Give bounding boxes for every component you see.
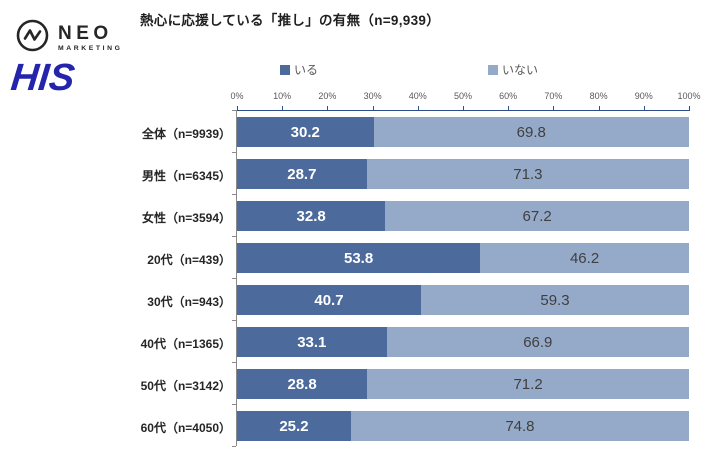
y-axis-line: [236, 110, 237, 446]
bar-value-label: 46.2: [569, 249, 600, 267]
bar-value-label: 40.7: [314, 291, 344, 309]
bar-segment-inai: 46.2: [480, 243, 689, 273]
bar-segment-inai: 67.2: [385, 201, 689, 231]
his-logo: HIS: [8, 57, 77, 99]
x-axis-tick-label: 20%: [318, 91, 337, 101]
y-axis-tick-mark: [232, 362, 236, 363]
x-axis-tick-label: 50%: [453, 91, 472, 101]
x-axis-tick-label: 60%: [499, 91, 518, 101]
y-axis-tick-mark: [232, 236, 236, 237]
bar-row: 32.8 67.2: [237, 201, 689, 231]
neo-marketing-logo: NEO MARKETING: [14, 17, 123, 59]
y-axis-tick-mark: [232, 320, 236, 321]
x-axis-tick-label: 70%: [544, 91, 563, 101]
x-axis-tick-label: 90%: [634, 91, 653, 101]
legend-swatch-iru: [280, 64, 290, 75]
legend-swatch-inai: [488, 64, 498, 75]
neo-logo-name: NEO: [58, 22, 113, 44]
bar-segment-iru: 32.8: [237, 201, 386, 231]
bar-segment-iru: 30.2: [237, 117, 374, 147]
bar-segment-iru: 25.2: [237, 411, 351, 441]
x-axis-line: [237, 110, 690, 111]
x-axis-tick-label: 30%: [363, 91, 382, 101]
bar-row: 53.8 46.2: [237, 243, 689, 273]
neo-logo-subtext: MARKETING: [58, 44, 123, 52]
category-label: 女性（n=3594）: [141, 211, 231, 225]
bar-value-label: 71.2: [513, 375, 543, 393]
x-axis-tick-label: 10%: [273, 91, 292, 101]
y-axis-tick-mark: [232, 278, 236, 279]
bar-segment-iru: 33.1: [237, 327, 387, 357]
bar-segment-inai: 71.2: [367, 369, 689, 399]
bar-segment-inai: 71.3: [366, 159, 689, 189]
y-axis-tick-mark: [232, 152, 236, 153]
chart-title: 熱心に応援している「推し」の有無（n=9,939）: [140, 13, 441, 28]
x-axis-tick-mark: [327, 106, 328, 110]
x-axis-tick-mark: [644, 106, 645, 110]
legend-label-inai: いない: [502, 63, 539, 77]
category-label: 30代（n=943）: [147, 295, 231, 309]
bar-segment-inai: 66.9: [386, 327, 689, 357]
bar-segment-iru: 40.7: [237, 285, 421, 315]
bar-row: 33.1 66.9: [237, 327, 689, 357]
category-label: 60代（n=4050）: [140, 421, 231, 435]
bar-value-label: 53.8: [343, 249, 374, 267]
legend-item-inai: いない: [488, 61, 538, 78]
neo-pulse-circle-icon: [14, 17, 51, 59]
y-axis-tick-mark: [232, 110, 236, 111]
bar-row: 30.2 69.8: [237, 117, 689, 147]
bar-segment-inai: 59.3: [420, 285, 689, 315]
bar-value-label: 30.2: [290, 123, 320, 141]
bar-value-label: 69.8: [516, 123, 546, 141]
bar-value-label: 28.7: [287, 165, 317, 183]
bar-row: 28.7 71.3: [237, 159, 689, 189]
x-axis-tick-label: 80%: [589, 91, 608, 101]
bar-value-label: 33.1: [297, 333, 327, 351]
bar-value-label: 66.9: [523, 333, 553, 351]
neo-logo-text: NEO MARKETING: [58, 24, 123, 53]
x-axis-tick-label: 0%: [230, 91, 244, 101]
bar-segment-iru: 28.8: [237, 369, 368, 399]
bar-segment-iru: 53.8: [237, 243, 481, 273]
x-axis-tick-label: 100%: [677, 91, 701, 101]
bar-value-label: 25.2: [279, 417, 309, 435]
bar-value-label: 74.8: [505, 417, 535, 435]
x-axis-tick-mark: [599, 106, 600, 110]
x-axis-tick-mark: [689, 106, 690, 110]
bar-value-label: 59.3: [540, 291, 570, 309]
bar-value-label: 28.8: [287, 375, 317, 393]
x-axis-tick-label: 40%: [408, 91, 427, 101]
legend-label-iru: いる: [294, 63, 319, 77]
y-axis-tick-mark: [232, 404, 236, 405]
bar-value-label: 71.3: [513, 165, 543, 183]
category-label: 20代（n=439）: [147, 253, 231, 267]
category-label: 全体（n=9939）: [141, 127, 231, 141]
category-label: 40代（n=1365）: [140, 337, 231, 351]
y-axis-tick-mark: [232, 194, 236, 195]
x-axis-tick-mark: [463, 106, 464, 110]
x-axis-tick-mark: [282, 106, 283, 110]
bar-segment-inai: 69.8: [373, 117, 689, 147]
legend-item-iru: いる: [280, 61, 318, 78]
bar-segment-inai: 74.8: [350, 411, 689, 441]
bar-value-label: 32.8: [296, 207, 326, 225]
y-axis-tick-mark: [232, 446, 236, 447]
x-axis-tick-mark: [373, 106, 374, 110]
x-axis-tick-mark: [237, 106, 238, 110]
x-axis-tick-mark: [418, 106, 419, 110]
category-label: 男性（n=6345）: [141, 169, 231, 183]
bar-row: 25.2 74.8: [237, 411, 689, 441]
x-axis-tick-mark: [553, 106, 554, 110]
bar-value-label: 67.2: [522, 207, 552, 225]
bar-segment-iru: 28.7: [237, 159, 367, 189]
category-label: 50代（n=3142）: [140, 379, 231, 393]
bar-row: 40.7 59.3: [237, 285, 689, 315]
bar-row: 28.8 71.2: [237, 369, 689, 399]
x-axis-tick-mark: [508, 106, 509, 110]
